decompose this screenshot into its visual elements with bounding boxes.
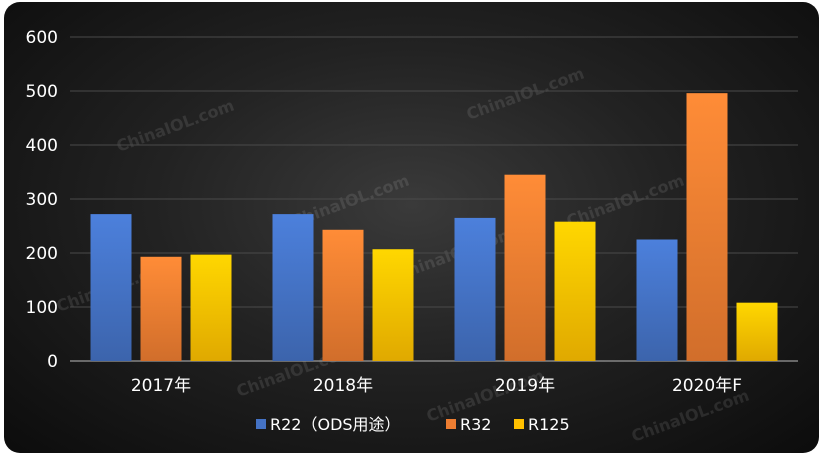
- legend-label: R22（ODS用途）: [270, 415, 401, 434]
- y-tick-label: 500: [26, 82, 58, 102]
- x-tick-label: 2018年: [313, 376, 373, 396]
- y-tick-label: 300: [26, 190, 58, 210]
- watermark-text: ChinaIOL.com: [114, 96, 237, 156]
- y-tick-label: 400: [26, 136, 58, 156]
- bar: [90, 214, 132, 361]
- bar: [736, 302, 778, 361]
- legend-label: R32: [460, 415, 491, 434]
- bar: [454, 217, 496, 361]
- x-tick-label: 2017年: [131, 376, 191, 396]
- bar-chart: ChinaIOL.comChinaIOL.comChinaIOL.comChin…: [26, 28, 798, 446]
- bar: [504, 174, 546, 361]
- y-tick-label: 0: [47, 352, 58, 372]
- legend-swatch: [514, 419, 524, 429]
- bar: [636, 239, 678, 361]
- x-tick-label: 2019年: [495, 376, 555, 396]
- legend-label: R125: [528, 415, 570, 434]
- x-tick-label: 2020年F: [672, 376, 742, 396]
- bar: [140, 256, 182, 361]
- chart-frame: ChinaIOL.com ChinaIOL.com ChinaIOL.com Chin…: [4, 2, 819, 453]
- watermark-text: ChinaIOL.com: [464, 64, 587, 124]
- bar: [554, 221, 596, 361]
- bar: [322, 229, 364, 361]
- bar: [372, 249, 414, 361]
- y-tick-label: 200: [26, 244, 58, 264]
- x-axis: 2017年 2018年 2019年 2020年F: [131, 376, 742, 396]
- legend: R22（ODS用途） R32 R125: [256, 415, 570, 434]
- bar: [272, 214, 314, 361]
- legend-swatch: [446, 419, 456, 429]
- y-tick-label: 100: [26, 298, 58, 318]
- y-tick-label: 600: [26, 28, 58, 48]
- y-axis: 0 100 200 300 400 500 600: [26, 28, 58, 372]
- bar: [686, 93, 728, 361]
- legend-swatch: [256, 419, 266, 429]
- bar: [190, 254, 232, 361]
- bars: [90, 93, 778, 361]
